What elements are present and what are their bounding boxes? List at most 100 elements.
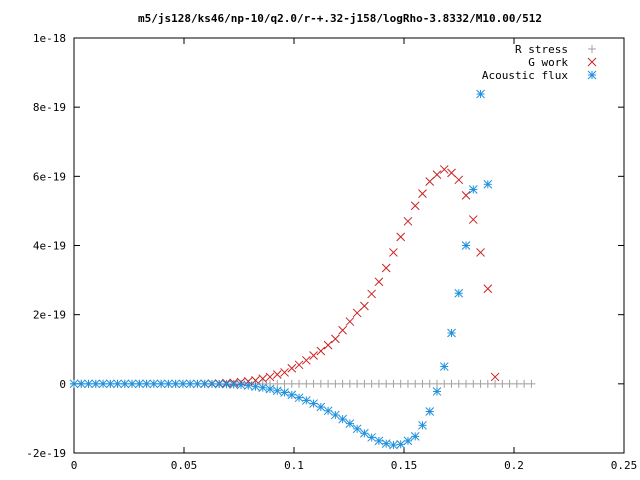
data-point-r-stress xyxy=(440,379,449,388)
data-point-r-stress xyxy=(469,379,478,388)
data-point-acoustic-flux xyxy=(164,379,173,389)
data-point-r-stress xyxy=(411,379,420,388)
data-point-g-work xyxy=(316,346,326,356)
data-point-r-stress xyxy=(396,379,405,388)
data-point-r-stress xyxy=(309,379,318,388)
data-point-g-work xyxy=(396,232,406,242)
data-point-r-stress xyxy=(280,379,289,388)
data-point-g-work xyxy=(331,334,340,344)
data-point-r-stress xyxy=(447,379,456,388)
data-point-acoustic-flux xyxy=(98,379,108,389)
data-point-acoustic-flux xyxy=(127,379,137,389)
series-acoustic-flux xyxy=(69,89,493,450)
data-point-g-work xyxy=(345,317,355,326)
data-point-g-work xyxy=(432,170,442,179)
x-tick-label: 0.1 xyxy=(284,459,304,472)
data-point-g-work xyxy=(418,189,427,198)
data-point-acoustic-flux xyxy=(316,402,326,412)
data-point-r-stress xyxy=(331,379,340,388)
data-point-acoustic-flux xyxy=(76,379,86,389)
axes-layer: 0 0.05 0.1 0.15 0.2 0.25 -2e-19 0 2e-19 4e-19 6e-1… xyxy=(26,32,637,472)
series-layer xyxy=(69,89,536,450)
data-point-acoustic-flux xyxy=(432,387,442,396)
data-point-acoustic-flux xyxy=(120,379,130,389)
data-point-g-work xyxy=(301,355,311,365)
data-point-acoustic-flux xyxy=(91,379,101,389)
data-point-g-work xyxy=(287,363,297,373)
data-point-acoustic-flux xyxy=(367,433,377,442)
legend-label-r-stress: R stress xyxy=(515,43,568,56)
data-point-acoustic-flux xyxy=(352,424,362,434)
data-point-g-work xyxy=(439,165,449,174)
data-point-acoustic-flux xyxy=(142,379,151,389)
data-point-acoustic-flux xyxy=(243,381,253,390)
data-point-acoustic-flux xyxy=(69,379,79,389)
data-point-r-stress xyxy=(360,379,369,388)
data-point-r-stress xyxy=(316,379,325,388)
data-point-g-work xyxy=(272,370,282,379)
data-point-acoustic-flux xyxy=(396,440,406,449)
chart-title: m5/js128/ks46/np-10/q2.0/r-+.32-j158/log… xyxy=(138,12,542,25)
data-point-acoustic-flux xyxy=(258,383,268,392)
data-point-acoustic-flux xyxy=(439,362,449,371)
data-point-r-stress xyxy=(505,379,514,388)
data-point-acoustic-flux xyxy=(425,407,435,416)
data-point-r-stress xyxy=(295,379,304,388)
data-point-acoustic-flux xyxy=(345,419,355,428)
x-tick-label: 0.2 xyxy=(504,459,524,472)
data-point-acoustic-flux xyxy=(461,241,471,250)
data-point-g-work xyxy=(454,175,464,185)
x-tick-label: 0.05 xyxy=(171,459,198,472)
data-point-r-stress xyxy=(374,379,383,388)
legend-marker-acoustic-flux xyxy=(587,70,597,80)
data-point-g-work xyxy=(309,351,318,360)
data-point-acoustic-flux xyxy=(207,379,217,389)
data-point-r-stress xyxy=(389,379,398,388)
data-point-acoustic-flux xyxy=(381,439,391,449)
data-point-acoustic-flux xyxy=(156,379,166,389)
legend-label-acoustic-flux: Acoustic flux xyxy=(482,69,568,82)
data-point-acoustic-flux xyxy=(272,386,282,396)
data-point-acoustic-flux xyxy=(331,410,340,420)
data-point-g-work xyxy=(338,325,347,335)
data-point-acoustic-flux xyxy=(410,432,420,441)
series-g-work xyxy=(200,165,500,389)
data-point-r-stress xyxy=(382,379,391,388)
data-point-r-stress xyxy=(324,379,333,388)
data-point-g-work xyxy=(265,372,275,382)
x-tick-label: 0.15 xyxy=(391,459,418,472)
data-point-r-stress xyxy=(476,379,485,388)
data-point-acoustic-flux xyxy=(360,428,369,438)
x-tick-label: 0.25 xyxy=(611,459,638,472)
y-tick-label: 4e-19 xyxy=(33,240,66,253)
data-point-g-work xyxy=(425,177,435,186)
data-point-acoustic-flux xyxy=(287,390,297,400)
data-point-acoustic-flux xyxy=(389,440,398,450)
data-point-acoustic-flux xyxy=(251,382,260,391)
data-point-acoustic-flux xyxy=(418,420,427,430)
data-point-g-work xyxy=(381,263,391,273)
data-point-acoustic-flux xyxy=(185,379,195,389)
data-point-r-stress xyxy=(403,379,412,388)
y-tick-label: 1e-18 xyxy=(33,32,66,45)
data-point-acoustic-flux xyxy=(447,328,456,338)
data-point-g-work xyxy=(251,376,260,385)
y-tick-label: 6e-19 xyxy=(33,170,66,183)
data-point-g-work xyxy=(447,168,456,178)
plot-frame xyxy=(73,37,625,454)
data-point-acoustic-flux xyxy=(374,436,384,446)
data-point-g-work xyxy=(367,289,377,299)
data-point-g-work xyxy=(360,301,369,311)
data-point-acoustic-flux xyxy=(338,414,347,424)
data-point-acoustic-flux xyxy=(171,379,180,389)
data-point-acoustic-flux xyxy=(214,379,224,389)
data-point-g-work xyxy=(243,377,253,386)
data-point-acoustic-flux xyxy=(454,288,464,298)
data-point-r-stress xyxy=(418,379,427,388)
data-point-g-work xyxy=(410,201,420,211)
data-point-acoustic-flux xyxy=(178,379,188,389)
data-point-g-work xyxy=(476,248,485,257)
data-point-r-stress xyxy=(273,379,282,388)
data-point-r-stress xyxy=(491,379,500,388)
